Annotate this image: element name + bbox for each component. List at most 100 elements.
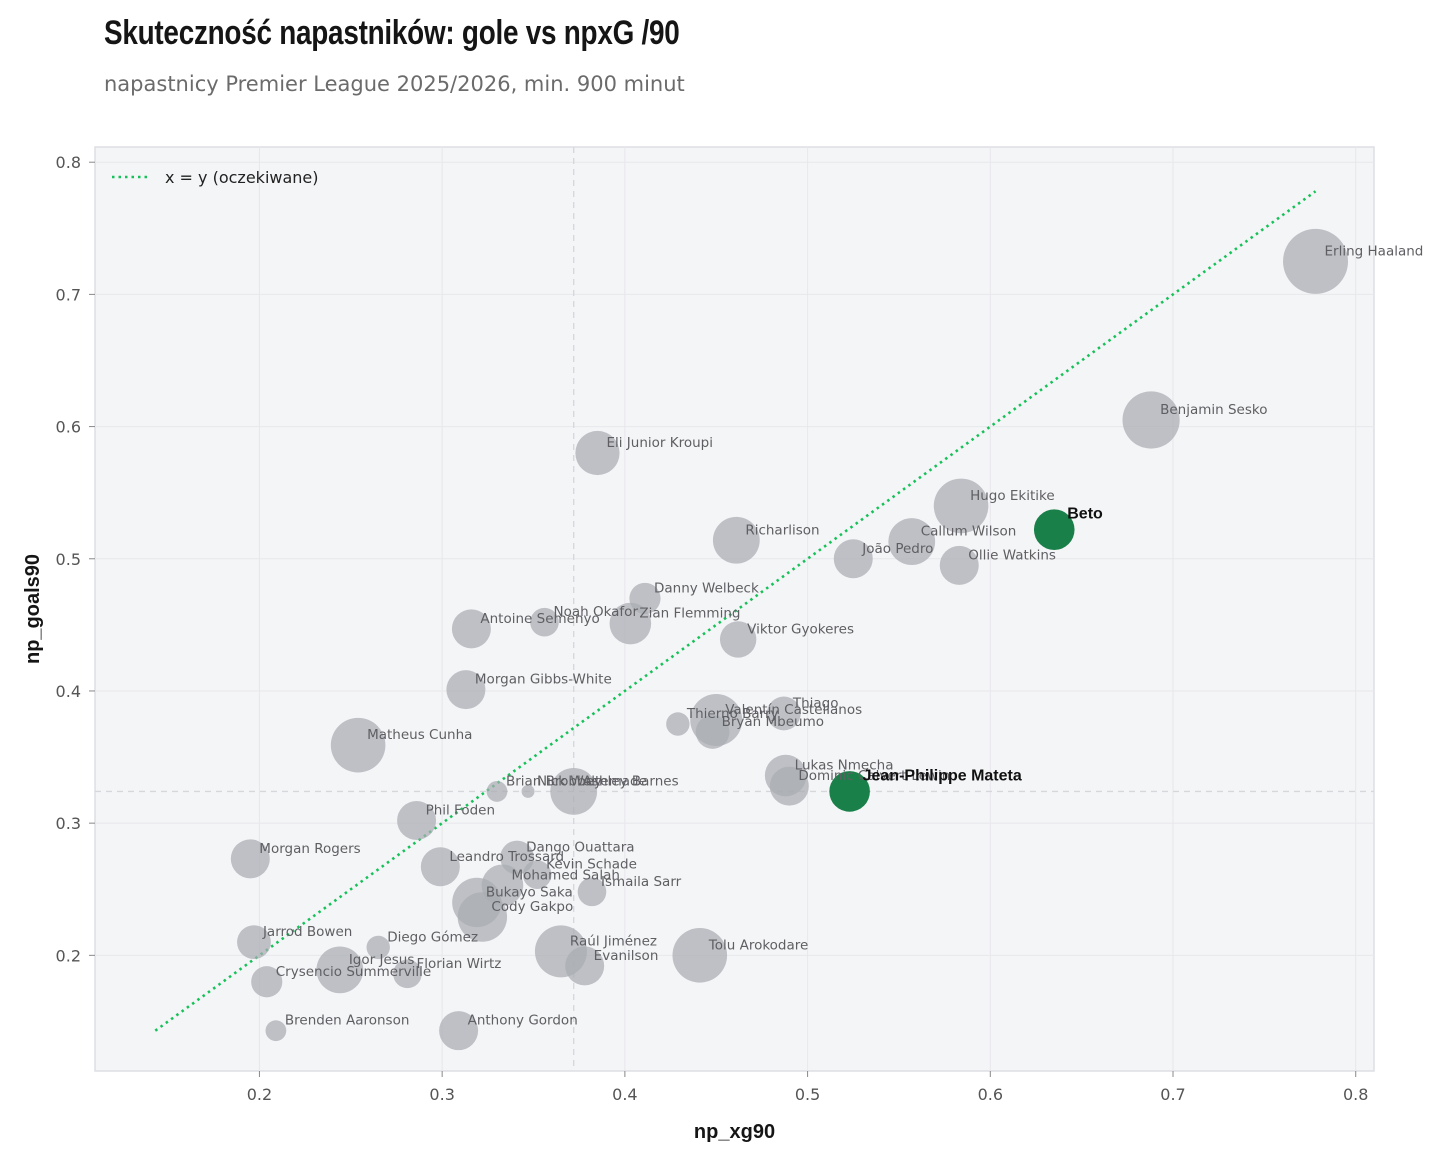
label-raul-jimenez: Raúl Jiménez	[570, 933, 657, 949]
label-jean-philippe-mateta: Jean-Philippe Mateta	[863, 767, 1022, 784]
label-lukas-nmecha: Lukas Nmecha	[795, 758, 894, 774]
legend-label: x = y (oczekiwane)	[165, 168, 319, 187]
label-dominic-calvert-lewin: Dominic Calvert-Lewin	[798, 768, 950, 784]
label-evanilson: Evanilson	[594, 948, 659, 964]
plot-panel	[94, 146, 1375, 1072]
label-hugo-ekitike: Hugo Ekitike	[970, 488, 1055, 504]
x-tick-label: 0.5	[795, 1085, 820, 1104]
point-thierno-barry	[666, 712, 690, 736]
x-axis-title: np_xg90	[694, 1121, 775, 1143]
point-nick-woltemade	[521, 784, 535, 798]
point-hugo-ekitike	[933, 478, 989, 534]
label-dango-ouattara: Dango Ouattara	[526, 840, 634, 856]
point-kevin-schade	[522, 860, 552, 889]
point-tolu-arokodare	[672, 928, 728, 983]
x-tick-label: 0.6	[978, 1085, 1003, 1104]
label-cody-gakpo: Cody Gakpo	[491, 899, 573, 915]
label-leandro-trossard: Leandro Trossard	[449, 849, 564, 865]
label-mohamed-salah: Mohamed Salah	[511, 867, 619, 883]
label-erling-haaland: Erling Haaland	[1325, 243, 1424, 259]
diagonal-line	[154, 190, 1317, 1032]
label-morgan-gibbs-white: Morgan Gibbs-White	[475, 672, 612, 688]
label-jarrod-bowen: Jarrod Bowen	[262, 924, 352, 940]
label-nick-woltemade: Nick Woltemade	[537, 773, 647, 789]
point-evanilson	[565, 946, 605, 986]
label-florian-wirtz: Florian Wirtz	[416, 956, 501, 972]
label-viktor-gyokeres: Viktor Gyokeres	[747, 621, 854, 637]
label-matheus-cunha: Matheus Cunha	[367, 727, 472, 743]
point-antoine-semenyo	[451, 609, 491, 649]
point-jarrod-bowen	[237, 925, 271, 960]
label-zian-flemming: Zian Flemming	[639, 606, 740, 622]
point-morgan-gibbs-white	[446, 670, 486, 710]
label-thiago: Thiago	[792, 695, 839, 711]
y-tick-label: 0.2	[56, 946, 81, 965]
label-antoine-semenyo: Antoine Semenyo	[480, 611, 599, 627]
label-igor-jesus: Igor Jesus	[349, 952, 415, 968]
label-ismaila-sarr: Ismaila Sarr	[601, 874, 682, 890]
point-florian-wirtz	[393, 959, 422, 989]
point-cody-gakpo	[457, 892, 508, 942]
point-benjamin-sesko	[1122, 391, 1180, 449]
y-tick-label: 0.3	[56, 814, 81, 833]
point-ollie-watkins	[939, 545, 979, 585]
point-jean-philippe-mateta-highlight	[829, 771, 870, 812]
label-brian-brobbey: Brian Brobbey	[506, 773, 602, 789]
label-richarlison: Richarlison	[745, 522, 819, 538]
point-anthony-gordon	[439, 1011, 479, 1051]
label-ashley-barnes: Ashley Barnes	[583, 773, 679, 789]
point-joao-pedro	[833, 539, 873, 579]
point-diego-gomez	[366, 935, 390, 960]
label-eli-junior-kroupi: Eli Junior Kroupi	[606, 435, 713, 451]
label-danny-welbeck: Danny Welbeck	[654, 580, 759, 596]
label-morgan-rogers: Morgan Rogers	[259, 841, 360, 857]
point-richarlison	[712, 516, 760, 564]
point-noah-okafor	[530, 607, 559, 637]
point-phil-foden	[397, 801, 437, 841]
point-zian-flemming	[609, 602, 652, 645]
label-ollie-watkins: Ollie Watkins	[968, 547, 1056, 563]
point-igor-jesus	[316, 946, 364, 994]
point-matheus-cunha	[330, 717, 386, 773]
point-leandro-trossard	[420, 847, 460, 887]
label-brenden-aaronson: Brenden Aaronson	[285, 1013, 410, 1029]
point-dominic-calvert-lewin	[769, 766, 809, 806]
point-brian-brobbey	[486, 781, 508, 802]
point-ismaila-sarr	[577, 877, 607, 907]
y-tick-label: 0.8	[56, 153, 81, 172]
point-erling-haaland	[1283, 228, 1349, 294]
point-brenden-aaronson	[265, 1020, 287, 1042]
x-tick-label: 0.7	[1160, 1085, 1185, 1104]
point-bryan-mbeumo	[695, 715, 730, 749]
point-ashley-barnes	[550, 768, 598, 815]
point-callum-wilson	[888, 518, 936, 565]
label-bryan-mbeumo: Bryan Mbeumo	[722, 714, 824, 730]
label-noah-okafor: Noah Okafor	[553, 604, 638, 620]
label-diego-gomez: Diego Gómez	[387, 929, 478, 945]
point-eli-junior-kroupi	[575, 430, 620, 476]
y-tick-label: 0.5	[56, 550, 81, 569]
label-bukayo-saka: Bukayo Saka	[486, 884, 573, 900]
x-tick-label: 0.2	[247, 1085, 272, 1104]
label-joao-pedro: João Pedro	[861, 541, 933, 557]
label-kevin-schade: Kevin Schade	[546, 857, 637, 873]
label-anthony-gordon: Anthony Gordon	[468, 1013, 578, 1029]
label-phil-foden: Phil Foden	[426, 803, 495, 819]
point-viktor-gyokeres	[719, 621, 757, 658]
x-tick-label: 0.8	[1343, 1085, 1368, 1104]
label-benjamin-sesko: Benjamin Sesko	[1160, 402, 1267, 418]
y-tick-label: 0.6	[56, 418, 81, 437]
label-thierno-barry: Thierno Barry	[686, 706, 779, 722]
label-valentin-castellanos: Valentín Castellanos	[725, 702, 862, 718]
point-beto-highlight	[1033, 509, 1075, 550]
chart-title: Skuteczność napastników: gole vs npxG /9…	[104, 14, 680, 52]
label-callum-wilson: Callum Wilson	[921, 524, 1017, 540]
x-tick-label: 0.4	[612, 1085, 637, 1104]
label-crysencio-summerville: Crysencio Summerville	[276, 964, 431, 980]
y-axis-title: np_goals90	[22, 554, 44, 664]
x-tick-label: 0.3	[429, 1085, 454, 1104]
point-morgan-rogers	[230, 839, 270, 879]
point-crysencio-summerville	[251, 966, 283, 998]
y-tick-label: 0.4	[56, 682, 81, 701]
